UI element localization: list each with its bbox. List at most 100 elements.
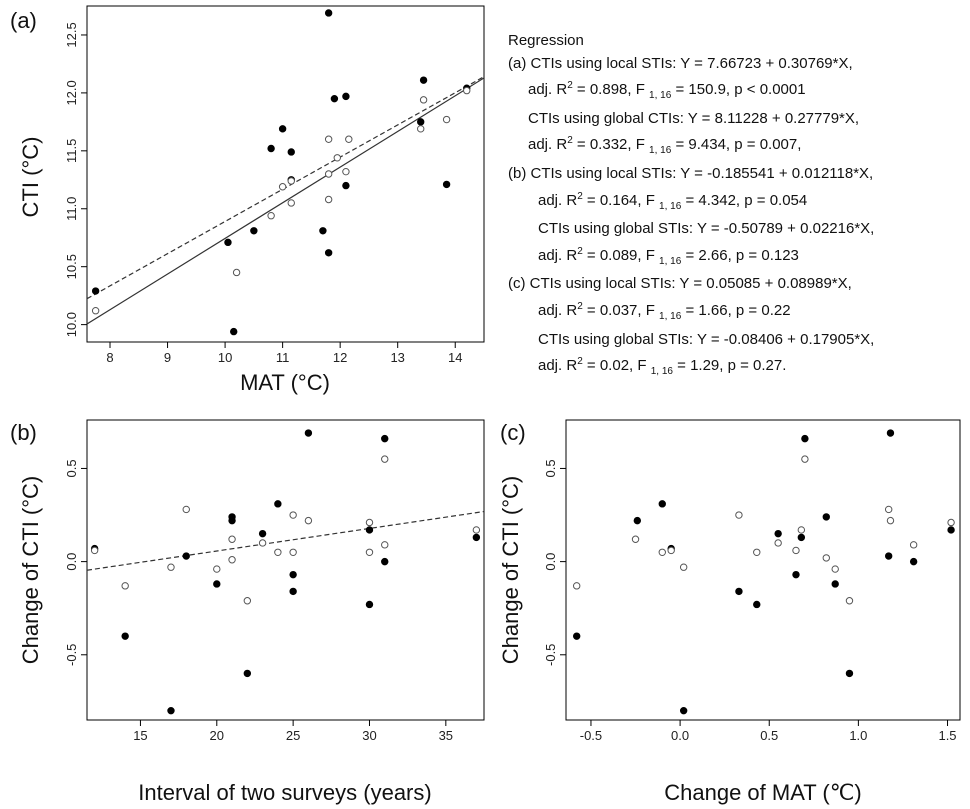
point-global — [419, 96, 428, 104]
point-global — [287, 199, 295, 207]
point-global — [658, 548, 666, 556]
point-local — [909, 557, 918, 566]
point-global — [801, 455, 809, 463]
point-local — [324, 9, 333, 17]
x-tick-label: 14 — [448, 350, 462, 365]
point-global — [243, 597, 252, 605]
point-global — [345, 135, 353, 143]
point-local — [442, 180, 451, 189]
x-axis-label: MAT (°C) — [240, 370, 330, 395]
point-global — [324, 170, 333, 178]
point-local — [381, 557, 389, 566]
point-local — [679, 706, 688, 715]
panel-label: (c) — [500, 420, 526, 445]
x-tick-label: 9 — [164, 350, 171, 365]
x-tick-label: 15 — [133, 728, 147, 743]
point-local — [278, 125, 287, 133]
point-global — [333, 154, 341, 162]
plot-frame — [86, 419, 485, 721]
point-local — [330, 94, 339, 103]
point-local — [91, 287, 100, 295]
panel-label: (a) — [10, 8, 37, 33]
point-global — [289, 548, 297, 556]
point-global — [232, 268, 241, 277]
point-local — [822, 513, 830, 521]
point-local — [228, 516, 236, 525]
point-global — [886, 516, 895, 525]
point-local — [658, 500, 666, 508]
y-tick-label: 12.0 — [64, 80, 79, 105]
point-local — [381, 434, 389, 443]
y-tick-label: 10.5 — [64, 254, 79, 279]
point-local — [472, 533, 481, 542]
point-global — [753, 548, 761, 556]
y-tick-label: -0.5 — [64, 644, 79, 666]
point-global — [213, 565, 221, 573]
regression-line: adj. R2 = 0.037, F 1, 16 = 1.66, p = 0.2… — [538, 300, 791, 322]
point-global — [278, 183, 287, 191]
point-global — [792, 546, 800, 555]
point-global — [91, 307, 100, 315]
point-global — [845, 597, 854, 605]
point-global — [228, 556, 236, 564]
point-local — [258, 529, 267, 538]
fit-line-local — [87, 77, 484, 325]
point-local — [572, 632, 581, 640]
regression-line: adj. R2 = 0.332, F 1, 16 = 9.434, p = 0.… — [528, 135, 802, 157]
point-global — [365, 548, 374, 556]
panel-a: 8 9 10 11 12 13 14 10.0 10.5 11.0 11.5 12.0 12.5 MAT … — [10, 5, 485, 395]
x-tick-label: 13 — [390, 350, 404, 365]
panel-b: 15 20 25 30 35 -0.5 0.0 0.5 Interval of two surv… — [10, 419, 485, 805]
point-local — [884, 552, 893, 560]
panel-label: (b) — [10, 420, 37, 445]
regression-line: adj. R2 = 0.164, F 1, 16 = 4.342, p = 0.… — [538, 190, 808, 212]
point-global — [267, 212, 275, 220]
y-tick-label: -0.5 — [543, 644, 558, 666]
y-axis-label: Change of CTI (°C) — [498, 476, 523, 665]
y-tick-label: 0.0 — [543, 553, 558, 571]
x-tick-label: 20 — [210, 728, 224, 743]
point-global — [228, 535, 236, 543]
regression-line: CTIs using global STIs: Y = -0.50789 + 0… — [538, 220, 875, 238]
point-local — [121, 632, 129, 640]
point-local — [792, 570, 800, 579]
point-local — [801, 434, 809, 443]
point-global — [324, 195, 333, 204]
regression-line: (c) CTIs using local STIs: Y = 0.05085 +… — [508, 275, 852, 293]
regression-line: CTIs using global CTIs: Y = 8.11228 + 0.… — [528, 109, 860, 127]
x-tick-label: 0.0 — [671, 728, 689, 743]
point-global — [909, 541, 918, 549]
x-tick-label: 12 — [333, 350, 347, 365]
point-global — [822, 554, 830, 562]
point-local — [324, 249, 333, 257]
x-tick-label: 10 — [218, 350, 232, 365]
point-global — [258, 539, 267, 547]
point-local — [342, 92, 350, 101]
regression-line: adj. R2 = 0.089, F 1, 16 = 2.66, p = 0.1… — [538, 245, 799, 267]
point-global — [884, 505, 893, 514]
y-tick-label: 10.0 — [64, 312, 79, 337]
x-tick-label: 25 — [286, 728, 300, 743]
regression-line: adj. R2 = 0.898, F 1, 16 = 150.9, p < 0.… — [528, 80, 806, 102]
point-local — [797, 533, 806, 542]
regression-text: Regression (a) CTIs using local STIs: Y … — [508, 30, 968, 384]
plot-frame — [86, 5, 485, 343]
x-tick-label: 1.0 — [849, 728, 867, 743]
point-local — [243, 669, 252, 678]
point-local — [753, 600, 761, 609]
y-tick-label: 11.0 — [64, 197, 79, 221]
x-tick-label: 30 — [362, 728, 376, 743]
y-axis-label: Change of CTI (°C) — [18, 476, 43, 665]
point-local — [274, 500, 282, 508]
point-local — [342, 181, 350, 190]
point-global — [463, 86, 471, 95]
x-tick-label: -0.5 — [580, 728, 602, 743]
x-tick-label: 11 — [276, 350, 290, 365]
point-local — [365, 526, 374, 534]
point-global — [274, 548, 282, 556]
point-global — [417, 125, 425, 133]
point-global — [182, 505, 190, 514]
point-global — [631, 535, 640, 543]
panel-c: -0.5 0.0 0.5 1.0 1.5 -0.5 0.0 0.5 Change of MAT … — [498, 419, 961, 805]
